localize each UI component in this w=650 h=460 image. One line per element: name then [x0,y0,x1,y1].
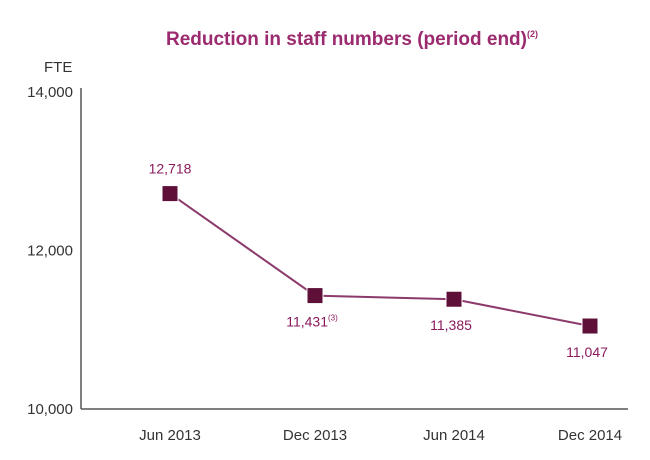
chart-title-note: (2) [527,29,538,39]
data-label-value: 11,431 [286,314,328,330]
data-label: 11,431(3) [286,314,338,330]
data-label-note: (3) [328,314,338,323]
x-tick-label: Dec 2014 [558,427,622,444]
data-point-marker [161,185,179,203]
series-line [169,192,591,328]
x-tick-label: Jun 2013 [139,427,201,444]
data-label: 11,047 [566,344,608,360]
x-tick-labels: Jun 2013 Dec 2013 Jun 2014 Dec 2014 [139,427,622,444]
x-tick-label: Jun 2014 [423,427,485,444]
chart-title: Reduction in staff numbers (period end)(… [166,29,538,50]
data-label-value: 11,047 [566,344,608,360]
data-label-value: 12,718 [149,161,192,177]
chart-title-text: Reduction in staff numbers (period end) [166,29,527,50]
y-axis-unit-label: FTE [44,59,72,76]
series-staff-numbers: 12,718 11,431(3) 11,385 11,047 [149,161,609,360]
y-tick-label: 14,000 [27,84,73,101]
data-point-marker [306,287,324,305]
data-label: 12,718 [149,161,192,177]
data-label-value: 11,385 [430,317,472,333]
data-label: 11,385 [430,317,472,333]
x-tick-label: Dec 2013 [283,427,347,444]
data-point-marker [581,317,599,335]
data-point-marker [445,290,463,308]
y-tick-labels: 10,000 12,000 14,000 [27,84,73,418]
y-tick-label: 10,000 [27,401,73,418]
y-tick-label: 12,000 [27,243,73,260]
